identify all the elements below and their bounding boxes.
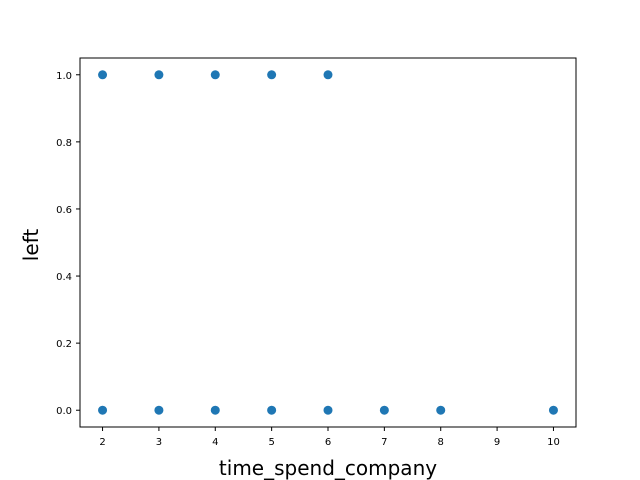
- x-tick-label: 4: [212, 437, 218, 448]
- y-tick-label: 0.6: [56, 205, 72, 216]
- x-tick-label: 9: [494, 437, 500, 448]
- x-tick-label: 5: [268, 437, 274, 448]
- scatter-point: [267, 405, 277, 415]
- x-tick-label: 2: [99, 437, 105, 448]
- x-tick-label: 7: [381, 437, 387, 448]
- y-tick-label: 1.0: [56, 71, 72, 82]
- scatter-point: [154, 70, 164, 80]
- y-tick-label: 0.8: [56, 138, 72, 149]
- x-axis-label: time_spend_company: [219, 456, 437, 480]
- plot-frame: [79, 57, 577, 428]
- scatter-point: [379, 405, 389, 415]
- scatter-point: [98, 70, 108, 80]
- y-tick-label: 0.0: [56, 406, 72, 417]
- scatter-point: [210, 70, 220, 80]
- scatter-point: [210, 405, 220, 415]
- scatter-point: [323, 70, 333, 80]
- data-points: [98, 70, 558, 415]
- x-tick-label: 3: [156, 437, 162, 448]
- scatter-point: [436, 405, 446, 415]
- x-tick-label: 8: [438, 437, 444, 448]
- x-tick-label: 6: [325, 437, 331, 448]
- x-tick-label: 10: [547, 437, 560, 448]
- y-tick-label: 0.4: [56, 272, 72, 283]
- scatter-point: [267, 70, 277, 80]
- scatter-point: [323, 405, 333, 415]
- scatter-point: [154, 405, 164, 415]
- y-tick-label: 0.2: [56, 339, 72, 350]
- x-axis-ticks: 2 3 4 5 6 7 8 9 10: [99, 427, 560, 448]
- y-axis-label: left: [19, 229, 43, 262]
- scatter-point: [98, 405, 108, 415]
- scatter-point: [548, 405, 558, 415]
- y-axis-ticks: 0.0 0.2 0.4 0.6 0.8 1.0: [56, 71, 80, 417]
